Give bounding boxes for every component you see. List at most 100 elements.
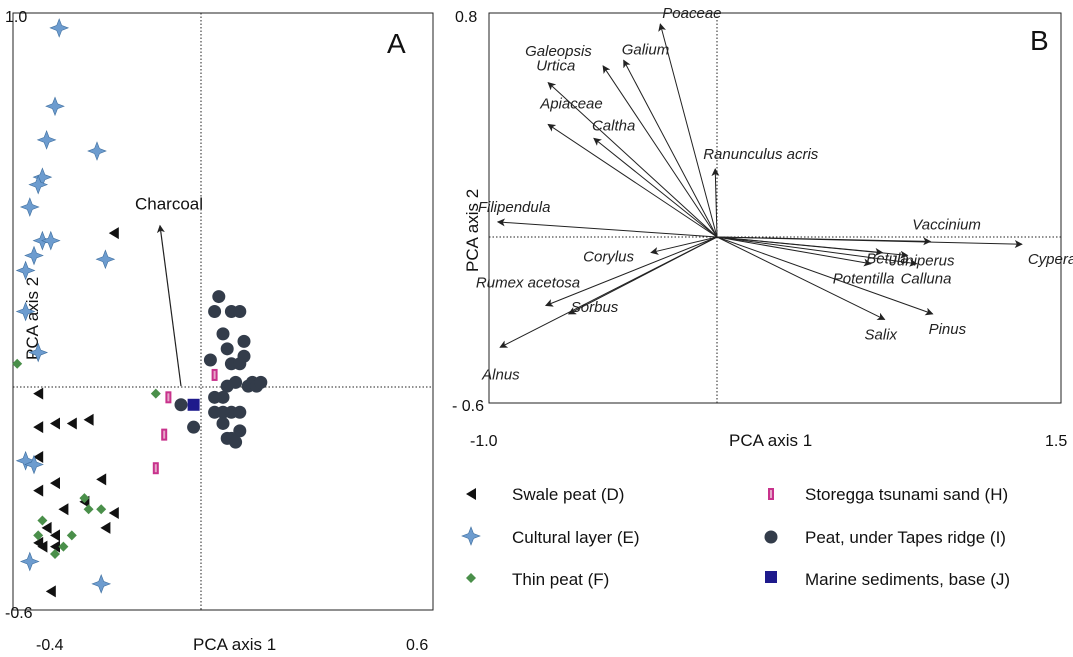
vector-label-salix: Salix (865, 326, 898, 343)
panel-b-frame (488, 12, 1062, 404)
point-swale-peat-d-6 (33, 451, 44, 464)
point-peat-under-tapes-ridge-i-24 (233, 405, 247, 419)
vector-label-alnus: Alnus (481, 366, 520, 383)
point-swale-peat-d-7 (33, 484, 44, 497)
point-cultural-layer-e-14 (15, 450, 36, 471)
point-swale-peat-d-18 (108, 506, 119, 519)
vector-caltha (593, 137, 718, 238)
vector-label-cyperaceae: Cyperaceae (1028, 251, 1073, 268)
point-storegga-tsunami-sand-h-2 (211, 368, 218, 381)
vector-juniperus (716, 236, 909, 259)
legend-marker-thin-peat (466, 573, 476, 583)
panel-b-xtick-min: -1.0 (470, 433, 498, 450)
point-cultural-layer-e-16 (19, 551, 40, 572)
point-peat-under-tapes-ridge-i-4 (216, 327, 230, 341)
point-thin-peat-f-4 (58, 541, 69, 552)
point-swale-peat-d-19 (45, 585, 56, 598)
legend-marker-storegga-sand (768, 488, 774, 500)
point-peat-under-tapes-ridge-i-3 (212, 290, 226, 304)
vector-galium (623, 59, 718, 238)
point-swale-peat-d-15 (50, 540, 60, 553)
point-storegga-tsunami-sand-h-1 (165, 391, 172, 404)
point-thin-peat-f-8 (96, 504, 107, 515)
vector-pinus (716, 236, 934, 316)
point-cultural-layer-e-8 (40, 230, 61, 251)
vector-filipendula (496, 218, 718, 238)
charcoal-vector (156, 224, 182, 387)
vector-label-ranunculus-acris: Ranunculus acris (703, 146, 819, 163)
vector-label-corylus: Corylus (583, 249, 634, 266)
vector-label-juniperus: Juniperus (888, 252, 955, 269)
vector-alnus (499, 236, 718, 348)
point-cultural-layer-e-17 (91, 574, 112, 594)
panel-b-xlabel: PCA axis 1 (729, 431, 812, 450)
point-peat-under-tapes-ridge-i-8 (233, 305, 247, 318)
vector-label-caltha: Caltha (592, 117, 635, 134)
vector-label-potentilla: Potentilla (833, 271, 895, 288)
point-cultural-layer-e-15 (24, 454, 44, 475)
vector-label-pinus: Pinus (929, 321, 967, 338)
point-swale-peat-d-0 (108, 227, 119, 240)
vector-label-calluna: Calluna (901, 271, 952, 288)
point-swale-peat-d-2 (33, 421, 44, 434)
point-swale-peat-d-5 (83, 413, 94, 426)
legend-label-cultural-layer: Cultural layer (E) (512, 528, 640, 547)
point-peat-under-tapes-ridge-i-2 (203, 353, 217, 367)
point-peat-under-tapes-ridge-i-5 (220, 342, 234, 356)
panel-b-ylabel: PCA axis 2 (463, 189, 482, 272)
point-swale-peat-d-12 (50, 529, 60, 542)
legend-marker-swale-peat (466, 488, 476, 500)
point-peat-under-tapes-ridge-i-29 (229, 435, 243, 449)
point-storegga-tsunami-sand-h-0 (152, 462, 159, 475)
point-cultural-layer-e-13 (28, 342, 49, 363)
legend-marker-marine-sediments (765, 571, 777, 583)
point-swale-peat-d-17 (96, 473, 107, 486)
point-cultural-layer-e-0 (49, 18, 70, 38)
vector-label-galeopsis: Galeopsis (525, 43, 592, 60)
vector-apiaceae (547, 123, 718, 238)
vector-galeopsis (602, 65, 718, 238)
point-swale-peat-d-3 (50, 417, 60, 430)
point-marine-sediments-base-j-0 (187, 398, 200, 411)
point-thin-peat-f-3 (66, 530, 77, 541)
vector-salix (716, 236, 886, 320)
point-thin-peat-f-2 (33, 530, 44, 541)
point-cultural-layer-e-6 (19, 197, 40, 217)
panel-a-xtick-min: -0.4 (36, 637, 64, 654)
panel-a-ytick-max: 1.0 (5, 9, 27, 26)
point-cultural-layer-e-12 (15, 301, 36, 322)
point-cultural-layer-e-3 (87, 141, 107, 161)
vector-label-galium: Galium (622, 41, 670, 58)
point-peat-under-tapes-ridge-i-9 (237, 334, 251, 348)
panel-a-xlabel: PCA axis 1 (193, 635, 276, 654)
point-peat-under-tapes-ridge-i-12 (233, 357, 247, 371)
panel-b-ytick-max: 0.8 (455, 9, 477, 26)
legend-label-tapes-peat: Peat, under Tapes ridge (I) (805, 528, 1006, 547)
vector-ranunculus-acris (711, 168, 720, 238)
point-swale-peat-d-4 (66, 417, 77, 430)
panel-a-xtick-max: 0.6 (406, 637, 428, 654)
legend-label-marine-sediments: Marine sediments, base (J) (805, 570, 1010, 589)
vector-label-vaccinium: Vaccinium (912, 216, 981, 233)
point-thin-peat-f-5 (50, 549, 60, 560)
panel-a-ylabel: PCA axis 2 (23, 277, 42, 360)
panel-a-frame (12, 12, 434, 611)
vector-rumex-acetosa (544, 236, 718, 307)
vector-corylus (650, 236, 718, 255)
legend-marker-cultural-layer (461, 526, 481, 546)
point-cultural-layer-e-9 (24, 245, 44, 266)
vector-label-filipendula: Filipendula (478, 199, 551, 216)
point-thin-peat-f-6 (79, 493, 90, 504)
point-peat-under-tapes-ridge-i-1 (187, 420, 201, 434)
point-thin-peat-f-1 (37, 515, 48, 526)
point-thin-peat-f-7 (83, 504, 94, 515)
point-peat-under-tapes-ridge-i-20 (208, 390, 222, 404)
charcoal-vector-label: Charcoal (135, 195, 203, 214)
point-swale-peat-d-1 (33, 387, 44, 400)
point-peat-under-tapes-ridge-i-16 (254, 375, 268, 389)
point-thin-peat-f-9 (150, 388, 161, 399)
vector-calluna (716, 236, 918, 267)
legend: Swale peat (D) Cultural layer (E) Thin p… (461, 485, 1010, 589)
point-cultural-layer-e-5 (28, 174, 49, 195)
panel-a-ytick-min: -0.6 (5, 605, 33, 622)
